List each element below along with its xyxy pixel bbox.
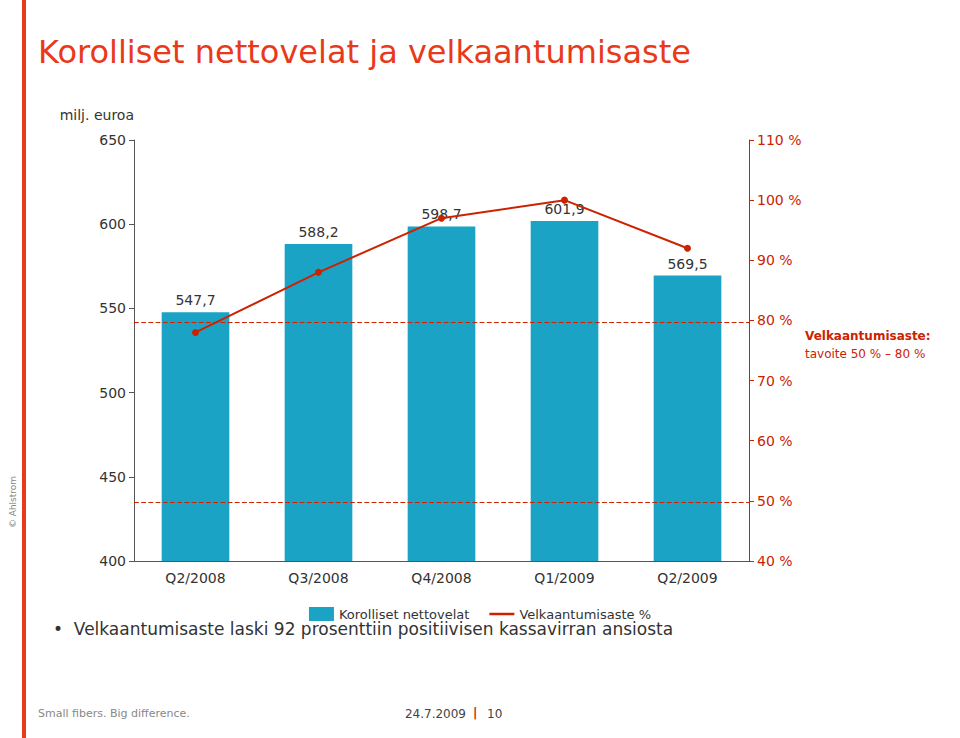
svg-text:60 %: 60 % bbox=[757, 433, 793, 449]
svg-text:Velkaantumisaste:: Velkaantumisaste: bbox=[805, 329, 931, 343]
svg-text:tavoite 50 % – 80 %: tavoite 50 % – 80 % bbox=[805, 347, 925, 361]
svg-text:650: 650 bbox=[99, 132, 126, 148]
svg-text:Small fibers. Big difference.: Small fibers. Big difference. bbox=[38, 707, 190, 720]
svg-text:milj. euroa: milj. euroa bbox=[60, 107, 134, 123]
svg-text:© Ahlstrom: © Ahlstrom bbox=[8, 476, 18, 528]
svg-text:547,7: 547,7 bbox=[175, 292, 215, 308]
svg-text:Korolliset nettovelat: Korolliset nettovelat bbox=[339, 607, 469, 622]
svg-text:80 %: 80 % bbox=[757, 312, 793, 328]
svg-text:110 %: 110 % bbox=[757, 132, 801, 148]
svg-text:70 %: 70 % bbox=[757, 373, 793, 389]
svg-text:Velkaantumisaste %: Velkaantumisaste % bbox=[519, 607, 651, 622]
svg-text:Q2/2009: Q2/2009 bbox=[657, 570, 717, 586]
svg-text:Korolliset nettovelat ja velka: Korolliset nettovelat ja velkaantumisast… bbox=[38, 33, 691, 71]
svg-text:Q3/2008: Q3/2008 bbox=[288, 570, 348, 586]
svg-text:24.7.2009: 24.7.2009 bbox=[405, 707, 466, 721]
svg-text:600: 600 bbox=[99, 216, 126, 232]
svg-text:90 %: 90 % bbox=[757, 252, 793, 268]
svg-text:450: 450 bbox=[99, 469, 126, 485]
svg-text:550: 550 bbox=[99, 300, 126, 316]
svg-text:588,2: 588,2 bbox=[298, 224, 338, 240]
svg-text:569,5: 569,5 bbox=[667, 256, 707, 272]
svg-text:50 %: 50 % bbox=[757, 493, 793, 509]
svg-text:10: 10 bbox=[487, 707, 502, 721]
svg-text:400: 400 bbox=[99, 553, 126, 569]
svg-text:598,7: 598,7 bbox=[421, 206, 461, 222]
svg-text:100 %: 100 % bbox=[757, 192, 801, 208]
svg-text:Q4/2008: Q4/2008 bbox=[411, 570, 471, 586]
svg-text:40 %: 40 % bbox=[757, 553, 793, 569]
svg-text:Q2/2008: Q2/2008 bbox=[165, 570, 225, 586]
svg-text:601,9: 601,9 bbox=[544, 201, 585, 217]
svg-text:• Velkaantumisaste laski 92 p: • Velkaantumisaste laski 92 prosenttiin … bbox=[53, 619, 673, 639]
svg-text:Q1/2009: Q1/2009 bbox=[534, 570, 594, 586]
svg-text:|: | bbox=[473, 706, 477, 720]
svg-text:500: 500 bbox=[99, 385, 126, 401]
